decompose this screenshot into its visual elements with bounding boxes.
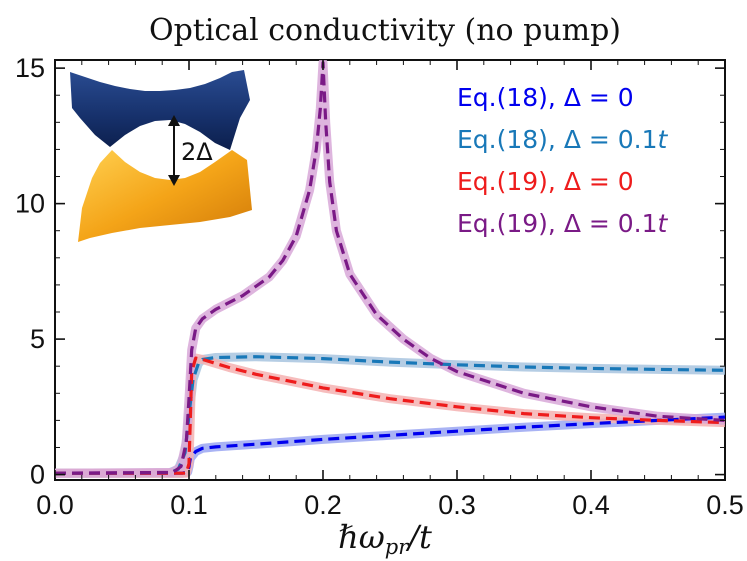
gap-label: 2Δ [181, 138, 213, 166]
chart-title: Optical conductivity (no pump) [149, 13, 621, 48]
x-tick-label: 0.1 [170, 490, 208, 520]
x-tick-label: 0.0 [36, 490, 74, 520]
legend-entry-eq19-delta0: Eq.(19), Δ = 0 [457, 167, 634, 196]
legend-entry-eq19-delta01t: Eq.(19), Δ = 0.1t [457, 209, 669, 238]
x-tick-label: 0.5 [706, 490, 744, 520]
inset-upper-band [70, 70, 250, 150]
legend-entry-eq18-delta01t: Eq.(18), Δ = 0.1t [457, 125, 669, 154]
inset-lower-band [78, 150, 252, 242]
y-tick-label: 10 [15, 189, 45, 219]
x-tick-label: 0.2 [304, 490, 342, 520]
y-tick-label: 0 [30, 460, 45, 490]
series-band-0 [55, 412, 725, 478]
legend: Eq.(18), Δ = 0 Eq.(18), Δ = 0.1t Eq.(19)… [457, 83, 669, 238]
gap-arrow-head-top [168, 115, 180, 126]
plot-frame [54, 59, 726, 481]
series-line-0 [55, 415, 725, 475]
series-line-1 [55, 355, 725, 475]
x-axis-label: ℏωpr/t [338, 518, 432, 559]
y-tick-label: 15 [15, 53, 45, 83]
y-tick-label: 5 [30, 324, 45, 354]
series-line-2 [55, 356, 725, 475]
legend-entry-eq18-delta0: Eq.(18), Δ = 0 [457, 83, 634, 112]
gap-arrow-head-bottom [168, 175, 180, 186]
x-tick-label: 0.3 [438, 490, 476, 520]
series-line-3 [55, 61, 725, 475]
inset-band-structure: 2Δ [70, 70, 252, 242]
x-tick-label: 0.4 [572, 490, 610, 520]
